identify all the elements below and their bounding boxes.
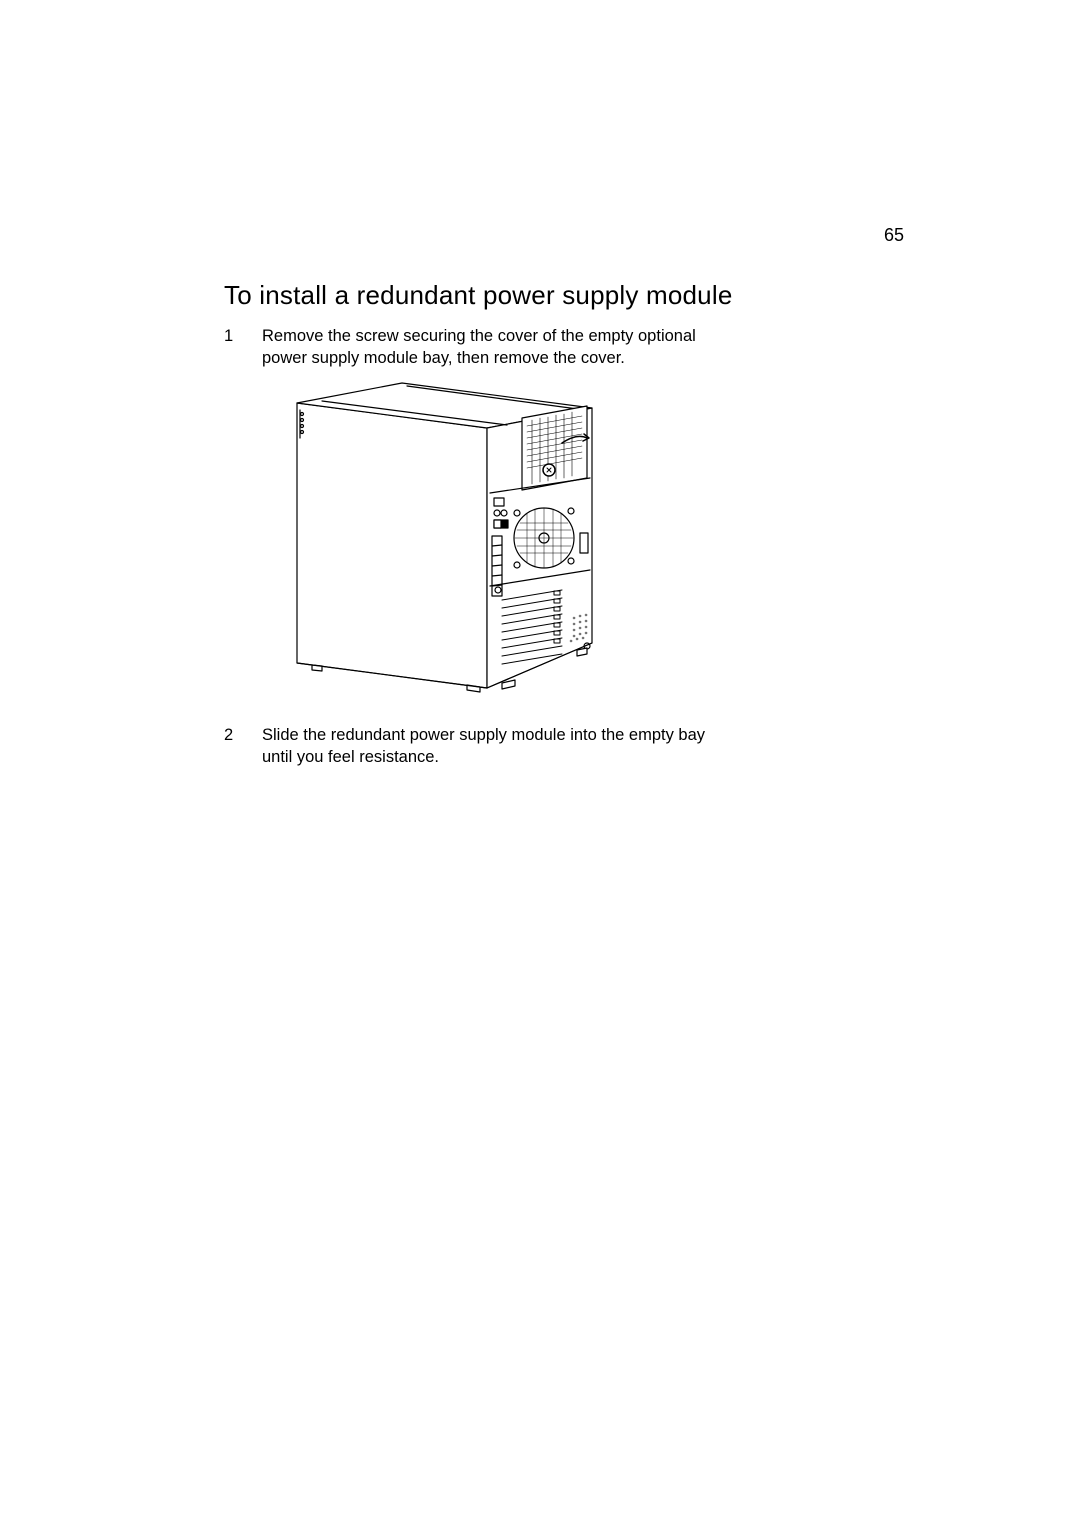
step-2-number: 2: [224, 724, 262, 769]
section-heading: To install a redundant power supply modu…: [224, 280, 904, 311]
step-1-number: 1: [224, 325, 262, 370]
step-1: 1 Remove the screw securing the cover of…: [224, 325, 904, 370]
page-content: 65 To install a redundant power supply m…: [224, 225, 904, 768]
step-2-text: Slide the redundant power supply module …: [262, 724, 712, 769]
page-number: 65: [884, 225, 904, 246]
figure-tower-server: [262, 378, 607, 698]
step-1-text: Remove the screw securing the cover of t…: [262, 325, 712, 370]
step-2: 2 Slide the redundant power supply modul…: [224, 724, 904, 769]
